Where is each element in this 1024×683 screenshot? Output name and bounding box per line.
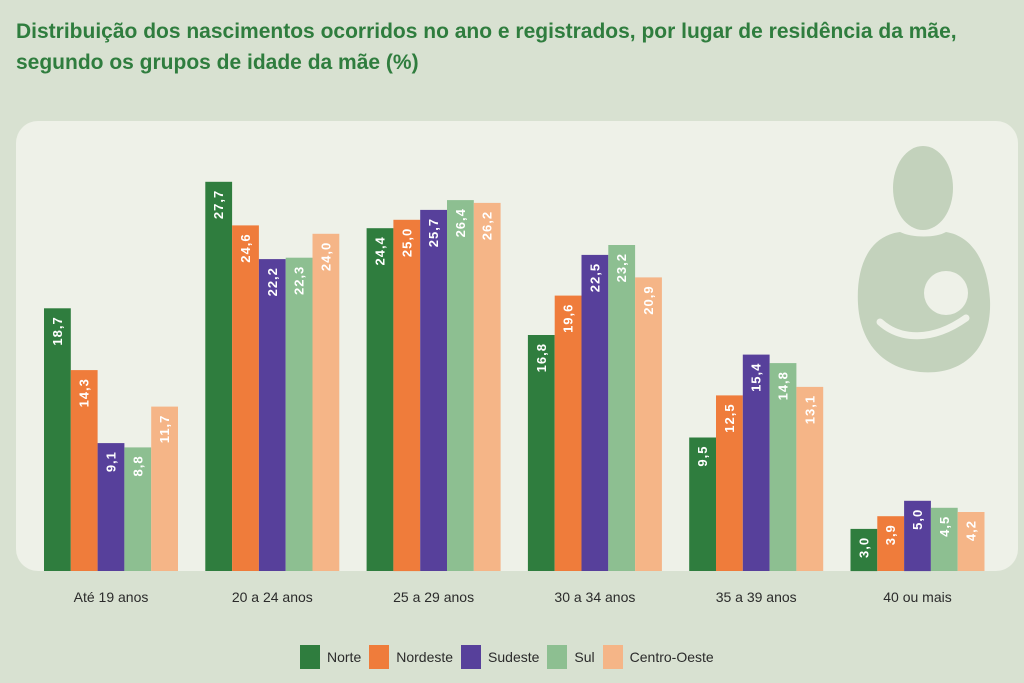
- bar-sul-5: [930, 507, 958, 571]
- category-label-4: 35 a 39 anos: [716, 589, 797, 605]
- bar-norte-0: [44, 308, 71, 571]
- mother-breastfeeding-icon: [857, 146, 991, 373]
- bar-sudeste-1: [258, 259, 286, 571]
- bar-label-norte-3: 16,8: [534, 343, 549, 372]
- bar-norte-2: [366, 228, 394, 571]
- legend-label-centro-oeste: Centro-Oeste: [629, 649, 714, 665]
- bar-nordeste-5: [877, 516, 905, 571]
- bar-centro-oeste-5: [957, 512, 985, 571]
- category-axis: Até 19 anos 20 a 24 anos 25 a 29 anos 30 a …: [74, 589, 952, 605]
- legend-item-sudeste: Sudeste: [461, 645, 539, 669]
- bar-centro-oeste-1: [312, 233, 340, 572]
- bar-label-sul-3: 23,2: [614, 253, 629, 282]
- bar-nordeste-1: [232, 225, 259, 571]
- legend-swatch-sul: [547, 645, 568, 669]
- bar-label-centro-oeste-2: 26,2: [480, 211, 495, 240]
- bar-sul-0: [124, 447, 152, 571]
- bars-layer: 18,7 14,3 9,1 8,8 11,7 27,7 24,6 22,2 22,3 24,0 24…: [44, 181, 985, 572]
- bar-label-sul-5: 4,5: [937, 516, 952, 537]
- bar-label-sudeste-4: 15,4: [749, 363, 764, 392]
- bar-label-nordeste-0: 14,3: [77, 378, 92, 407]
- bar-nordeste-3: [554, 295, 582, 571]
- bar-sul-4: [769, 363, 797, 571]
- bar-label-nordeste-1: 24,6: [238, 233, 253, 262]
- chart-title: Distribuição dos nascimentos ocorridos n…: [16, 16, 1006, 78]
- bar-label-norte-2: 24,4: [373, 236, 388, 265]
- bar-label-sul-0: 8,8: [130, 455, 145, 476]
- bar-centro-oeste-0: [151, 406, 178, 571]
- bar-sul-2: [447, 200, 474, 571]
- category-label-2: 25 a 29 anos: [393, 589, 474, 605]
- bar-sudeste-5: [904, 500, 931, 572]
- bar-label-nordeste-2: 25,0: [399, 228, 414, 257]
- chart-title-line-2: segundo os grupos de idade da mãe (%): [16, 51, 419, 74]
- bar-sul-1: [285, 257, 313, 571]
- bar-sudeste-2: [420, 209, 447, 571]
- legend-swatch-sudeste: [461, 645, 482, 669]
- legend-label-sudeste: Sudeste: [488, 649, 540, 665]
- bar-label-norte-5: 3,0: [856, 537, 871, 558]
- bar-label-centro-oeste-0: 11,7: [157, 415, 172, 444]
- bar-label-sul-2: 26,4: [453, 208, 468, 237]
- bar-norte-1: [205, 181, 233, 572]
- category-label-5: 40 ou mais: [883, 589, 951, 605]
- bar-label-centro-oeste-3: 20,9: [641, 285, 656, 314]
- legend-item-norte: Norte: [300, 645, 361, 669]
- legend-label-nordeste: Nordeste: [396, 649, 454, 665]
- legend-item-sul: Sul: [547, 645, 595, 669]
- legend-label-norte: Norte: [327, 649, 362, 665]
- legend-label-sul: Sul: [574, 649, 595, 665]
- bar-label-norte-1: 27,7: [211, 190, 226, 219]
- bar-label-nordeste-5: 3,9: [883, 524, 898, 545]
- legend: Norte Nordeste Sudeste Sul Centro-Oeste: [300, 643, 722, 671]
- category-label-3: 30 a 34 anos: [554, 589, 635, 605]
- bar-sul-3: [608, 245, 636, 571]
- bar-label-centro-oeste-5: 4,2: [964, 520, 979, 541]
- bar-label-sudeste-5: 5,0: [910, 509, 925, 530]
- chart-title-line-1: Distribuição dos nascimentos ocorridos n…: [16, 20, 957, 43]
- bar-nordeste-4: [716, 395, 743, 571]
- bar-label-sul-1: 22,3: [292, 266, 307, 295]
- bar-label-centro-oeste-4: 13,1: [802, 395, 817, 424]
- bar-centro-oeste-4: [796, 386, 824, 571]
- bar-label-sudeste-2: 25,7: [426, 218, 441, 247]
- bar-label-sul-4: 14,8: [776, 371, 791, 400]
- bar-sudeste-0: [97, 443, 125, 571]
- legend-item-centro-oeste: Centro-Oeste: [602, 645, 714, 669]
- bar-label-norte-0: 18,7: [50, 316, 65, 345]
- bar-centro-oeste-2: [473, 202, 501, 571]
- bar-sudeste-4: [742, 354, 770, 571]
- legend-item-nordeste: Nordeste: [369, 645, 453, 669]
- chart-panel: [16, 121, 1018, 571]
- category-label-1: 20 a 24 anos: [232, 589, 313, 605]
- bar-sudeste-3: [581, 254, 609, 571]
- bar-norte-4: [689, 437, 716, 571]
- bar-label-sudeste-3: 22,5: [587, 263, 602, 292]
- bar-label-norte-4: 9,5: [695, 446, 710, 467]
- bar-label-sudeste-0: 9,1: [104, 451, 119, 472]
- legend-swatch-nordeste: [369, 645, 390, 669]
- legend-swatch-norte: [300, 645, 320, 669]
- category-label-0: Até 19 anos: [74, 589, 149, 605]
- bar-nordeste-2: [393, 219, 421, 572]
- bar-centro-oeste-3: [635, 277, 662, 571]
- bar-label-centro-oeste-1: 24,0: [318, 242, 333, 271]
- bar-nordeste-0: [70, 370, 98, 571]
- bar-label-nordeste-3: 19,6: [561, 304, 576, 333]
- legend-swatch-centro-oeste: [602, 645, 623, 669]
- bar-label-nordeste-4: 12,5: [722, 403, 737, 432]
- bar-norte-3: [527, 335, 555, 571]
- bar-label-sudeste-1: 22,2: [265, 267, 280, 296]
- bar-norte-5: [850, 528, 878, 572]
